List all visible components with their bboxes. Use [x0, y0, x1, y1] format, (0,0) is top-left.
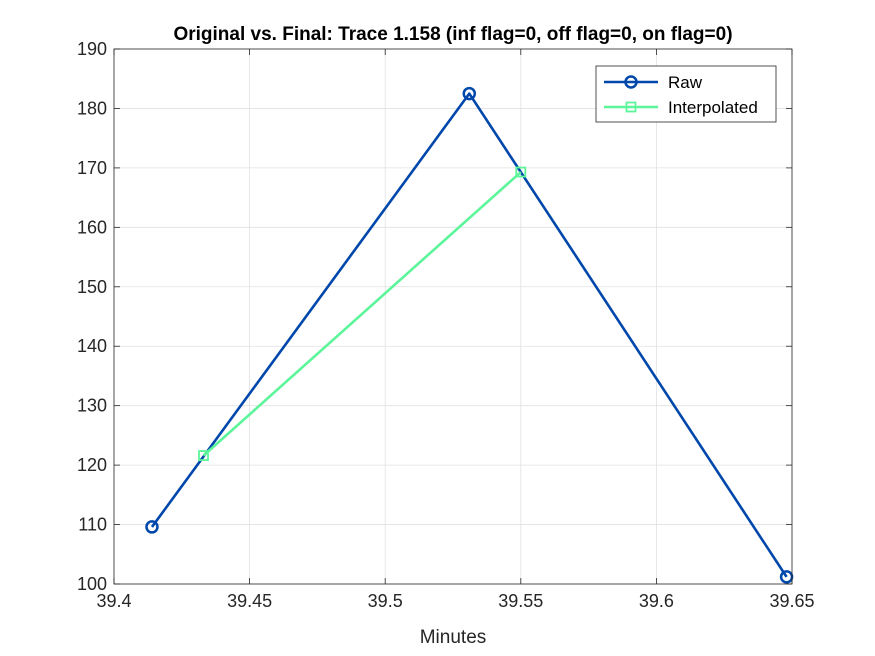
x-tick-label: 39.6 [639, 591, 674, 611]
legend-label: Interpolated [668, 98, 758, 117]
legend-marker [625, 101, 637, 113]
y-tick-label: 110 [78, 515, 107, 535]
x-tick-label: 39.65 [769, 591, 814, 611]
x-tick-label: 39.55 [498, 591, 543, 611]
y-tick-label: 100 [77, 574, 107, 594]
legend-box [595, 65, 777, 123]
legend-label: Raw [668, 73, 703, 92]
y-tick-label: 140 [77, 336, 107, 356]
y-tick-label: 190 [77, 39, 107, 59]
ticks: 39.4 39.45 39.5 39.55 39.6 39.65 100 110 120 130 1… [77, 39, 815, 611]
data-point [198, 450, 209, 462]
grid [113, 48, 793, 585]
chart-title: Original vs. Final: Trace 1.158 (inf fla… [173, 24, 732, 45]
x-axis-label: Minutes [420, 627, 487, 648]
legend-item-interpolated: Interpolated [604, 98, 758, 117]
data-point [515, 166, 527, 178]
y-tick-label: 120 [77, 455, 107, 475]
series-layer [145, 86, 794, 584]
legend-item-raw: Raw [604, 73, 703, 92]
x-tick-label: 39.5 [368, 591, 403, 611]
series-interpolated [198, 166, 527, 462]
y-tick-label: 150 [77, 277, 107, 297]
y-tick-label: 160 [77, 217, 107, 237]
y-tick-label: 170 [77, 158, 107, 178]
axes-box [113, 48, 793, 585]
plot-area [114, 49, 792, 584]
series-line [150, 92, 788, 578]
legend: Raw Interpolated [595, 65, 777, 123]
series-line [202, 171, 522, 457]
x-tick-label: 39.45 [227, 591, 272, 611]
y-tick-label: 130 [77, 396, 107, 416]
x-tick-label: 39.4 [96, 591, 131, 611]
y-tick-label: 180 [77, 98, 107, 118]
data-point [462, 86, 477, 101]
data-point [145, 520, 159, 534]
legend-marker [624, 75, 638, 89]
